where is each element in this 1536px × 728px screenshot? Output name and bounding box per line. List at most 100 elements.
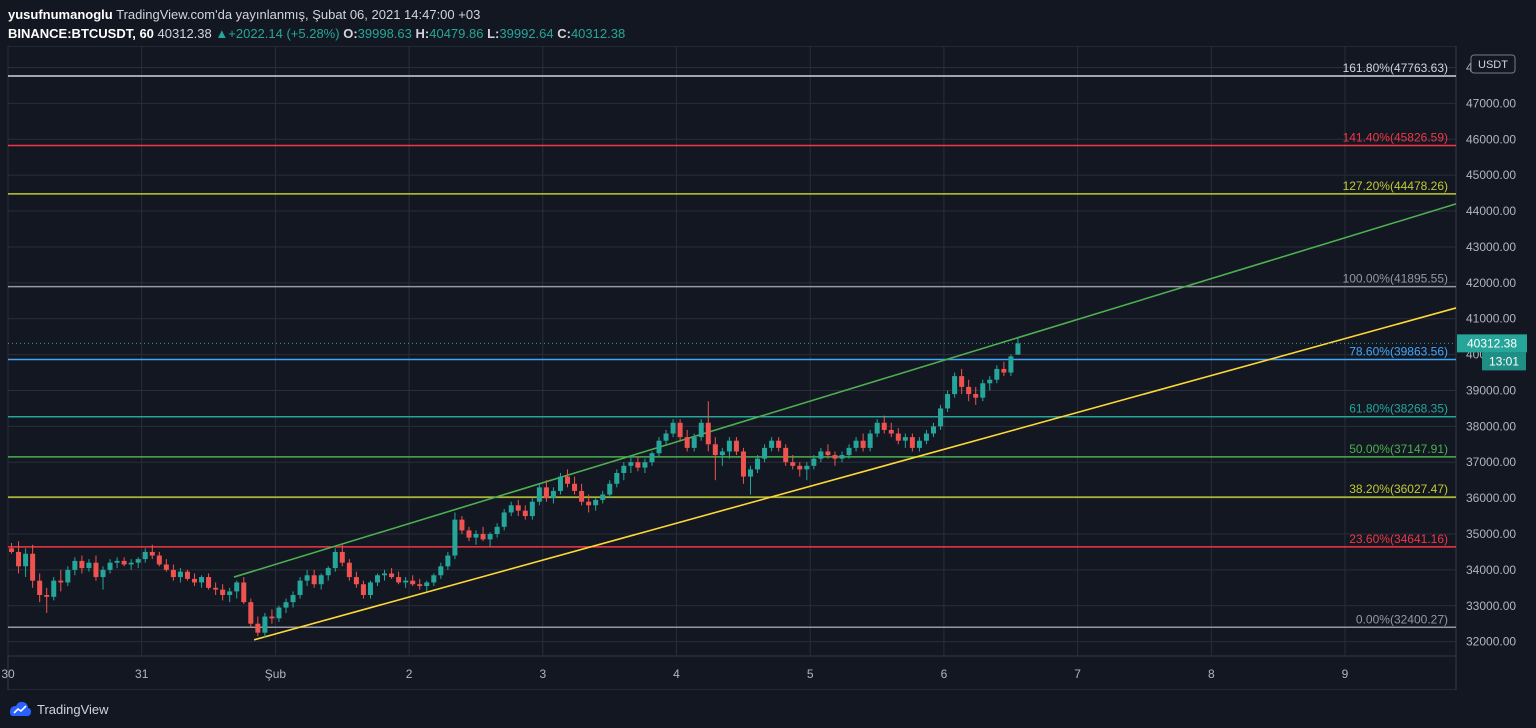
candle-body	[445, 555, 451, 567]
time-tick-label: 4	[673, 667, 680, 681]
time-tick-label: 5	[807, 667, 814, 681]
candle-body	[487, 534, 493, 540]
candle-body	[593, 499, 599, 506]
price-tick-label: 38000.00	[1466, 419, 1516, 433]
candle-body	[403, 580, 409, 583]
price-tick-label: 37000.00	[1466, 455, 1516, 469]
publish-line: yusufnumanoglu TradingView.com'da yayınl…	[8, 5, 625, 24]
author-name[interactable]: yusufnumanoglu	[8, 7, 113, 22]
candle-body	[410, 580, 416, 585]
candle-body	[938, 408, 944, 427]
symbol-label[interactable]: BINANCE:BTCUSDT, 60	[8, 26, 154, 41]
candle-body	[783, 447, 789, 463]
time-axis[interactable]: 30 31 Şub 2 3 4 5 6 7 8 9	[1, 667, 1348, 681]
tradingview-logo-icon[interactable]	[8, 700, 32, 718]
candle-body	[473, 534, 479, 538]
candle-body	[635, 462, 641, 468]
candle-body	[614, 473, 620, 484]
candle-body	[656, 440, 662, 454]
countdown-label: 13:01	[1489, 354, 1519, 368]
candle-body	[994, 368, 1000, 380]
high-label: H:	[415, 26, 430, 41]
last-price-box	[1457, 334, 1527, 353]
candle-body	[755, 458, 761, 470]
candle-body	[297, 580, 303, 595]
candle-body	[733, 440, 739, 452]
candle-body	[163, 564, 169, 570]
candle-body	[93, 562, 99, 578]
countdown-box	[1482, 352, 1526, 371]
fib-level-label: 127.20%(44478.26)	[1343, 179, 1448, 193]
fib-level-label: 141.40%(45826.59)	[1343, 131, 1448, 145]
candlestick-chart[interactable]: 161.80%(47763.63) 141.40%(45826.59) 127.20…	[0, 45, 1536, 691]
candle-body	[607, 483, 613, 495]
brand-name[interactable]: TradingView	[37, 701, 109, 717]
candle-body	[987, 379, 993, 384]
open-value: 39998.63	[357, 26, 412, 41]
candle-body	[980, 383, 986, 398]
candle-body	[206, 577, 212, 588]
candle-body	[846, 447, 852, 456]
candle-body	[945, 394, 951, 409]
candle-body	[867, 433, 873, 448]
candle-body	[1001, 368, 1007, 373]
candle-body	[874, 422, 880, 434]
footer: TradingView	[8, 698, 109, 720]
close-label: C:	[557, 26, 571, 41]
candle-body	[396, 577, 402, 583]
candle-body	[241, 582, 247, 603]
candle-body	[480, 534, 486, 540]
candle-body	[389, 573, 395, 578]
fib-level-label: 161.80%(47763.63)	[1343, 61, 1448, 75]
candle-body	[677, 422, 683, 438]
candle-body	[58, 580, 64, 583]
candle-body	[86, 562, 92, 569]
last-price-tag: 40312.38	[1467, 336, 1517, 350]
candle-body	[522, 510, 528, 517]
candle-body	[698, 422, 704, 438]
candle-body	[529, 501, 535, 517]
candle-body	[719, 451, 725, 456]
candle-body	[825, 451, 831, 456]
candle-body	[234, 582, 240, 592]
candle-body	[65, 569, 71, 583]
candle-body	[550, 490, 556, 499]
candle-body	[121, 560, 127, 565]
candle-body	[565, 476, 571, 484]
fib-level-label: 78.60%(39863.56)	[1349, 344, 1448, 358]
candle-body	[227, 591, 233, 595]
time-tick-label: Şub	[265, 667, 287, 681]
candle-body	[628, 462, 634, 466]
candles	[9, 337, 1021, 639]
fib-retracement[interactable]: 161.80%(47763.63) 141.40%(45826.59) 127.20…	[8, 61, 1456, 629]
candle-body	[959, 376, 965, 387]
candle-body	[740, 451, 746, 477]
fib-level-label: 100.00%(41895.55)	[1343, 272, 1448, 286]
candle-body	[135, 559, 141, 563]
candle-body	[860, 440, 866, 448]
candle-body	[832, 455, 838, 459]
high-value: 40479.86	[429, 26, 484, 41]
candle-body	[382, 573, 388, 576]
candle-body	[37, 580, 43, 595]
price-tick-label: 33000.00	[1466, 599, 1516, 613]
candle-body	[128, 562, 134, 565]
candle-body	[283, 602, 289, 608]
trendlines[interactable]	[233, 203, 1457, 641]
candle-body	[353, 577, 359, 585]
grid	[7, 46, 1456, 656]
price-tick-label: 39000.00	[1466, 383, 1516, 397]
chart-area[interactable]: 161.80%(47763.63) 141.40%(45826.59) 127.20…	[0, 45, 1536, 691]
candle-body	[797, 465, 803, 470]
candle-body	[881, 422, 887, 430]
candle-body	[16, 551, 22, 567]
low-label: L:	[487, 26, 500, 41]
candle-body	[515, 505, 521, 511]
price-tick-label: 36000.00	[1466, 491, 1516, 505]
candle-body	[684, 437, 690, 448]
candle-body	[557, 476, 563, 491]
candle-body	[220, 589, 226, 595]
candle-body	[269, 616, 275, 619]
currency-badge[interactable]: USDT	[1470, 54, 1516, 74]
candle-body	[895, 433, 901, 441]
